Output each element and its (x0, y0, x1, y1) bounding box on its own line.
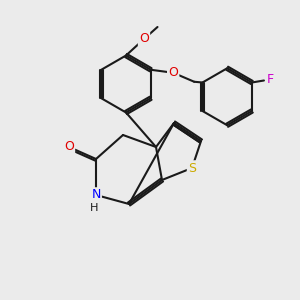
Text: F: F (266, 73, 273, 86)
Text: H: H (90, 202, 99, 213)
Text: O: O (139, 32, 149, 46)
Text: O: O (64, 140, 74, 154)
Text: N: N (91, 188, 101, 202)
Text: O: O (168, 66, 178, 79)
Text: S: S (188, 161, 196, 175)
